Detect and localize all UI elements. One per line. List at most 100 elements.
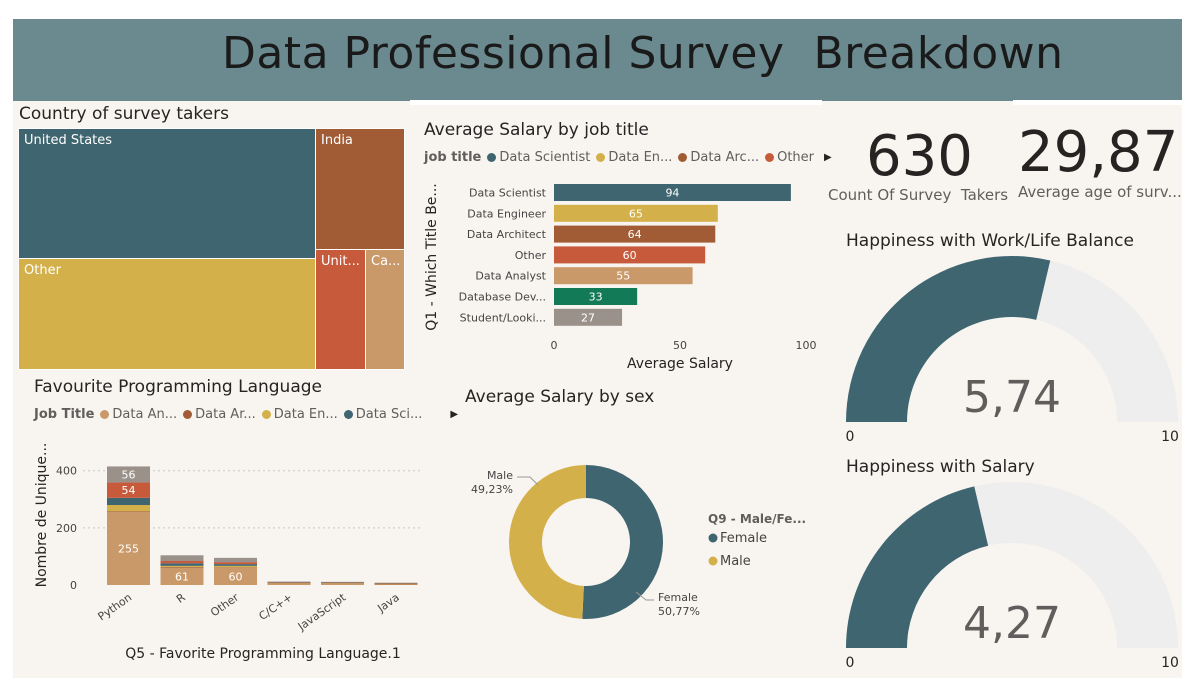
bar-data-label: 64 bbox=[628, 228, 642, 241]
gauge-value: 5,74 bbox=[963, 372, 1061, 423]
stack-segment bbox=[267, 581, 311, 583]
legend-item[interactable]: Data Arc... bbox=[678, 150, 759, 165]
bar-category-label: Student/Looki... bbox=[460, 311, 546, 324]
salary-job-legend: job title Data Scientist Data En... Data… bbox=[424, 150, 832, 165]
treemap-cell-india[interactable]: India bbox=[315, 128, 405, 250]
stack-segment bbox=[374, 583, 418, 584]
gauge-value: 4,27 bbox=[963, 598, 1061, 649]
gauge-fill bbox=[846, 486, 989, 648]
stack-segment bbox=[321, 583, 364, 585]
page-title: Data Professional Survey Breakdown bbox=[222, 28, 1064, 79]
bar-category-label: Data Analyst bbox=[475, 270, 546, 283]
gauge-min-label: 0 bbox=[846, 429, 855, 445]
bar-category-label: Data Scientist bbox=[469, 187, 547, 200]
gauge-max-label: 10 bbox=[1161, 655, 1179, 671]
treemap-cell-united-kingdom[interactable]: Unit... bbox=[315, 249, 366, 370]
x-tick-label: R bbox=[174, 591, 188, 606]
y-tick-label: 0 bbox=[70, 579, 77, 592]
treemap-cell-united-states[interactable]: United States bbox=[18, 128, 316, 259]
legend-item[interactable]: Data Scientist bbox=[487, 150, 590, 165]
stack-segment bbox=[214, 565, 257, 568]
y-axis-label: Q1 - Which Title Be... bbox=[424, 183, 440, 331]
language-chart: 0 200 400 255 54 56 Python 61 R 60 Other C/C++ JavaS… bbox=[34, 443, 420, 662]
stack-segment bbox=[160, 565, 204, 567]
legend-dot bbox=[708, 533, 718, 543]
stack-data-label: 54 bbox=[122, 484, 136, 497]
x-tick-label: 50 bbox=[673, 339, 687, 352]
legend-dot bbox=[487, 153, 497, 162]
stack-segment bbox=[160, 563, 204, 566]
gauge-min-label: 0 bbox=[846, 655, 855, 671]
header-banner bbox=[13, 19, 1182, 101]
y-tick-label: 200 bbox=[56, 522, 77, 535]
stack-segment bbox=[107, 505, 150, 512]
legend-item[interactable]: Data En... bbox=[596, 150, 672, 165]
bar-data-label: 94 bbox=[665, 187, 679, 200]
stack-data-label: 255 bbox=[118, 543, 139, 556]
legend-item[interactable]: Other bbox=[765, 150, 814, 165]
stack-segment bbox=[321, 582, 364, 584]
legend-item: Female bbox=[720, 531, 767, 546]
gauge-max-label: 10 bbox=[1161, 429, 1179, 445]
count-kpi-label: Count Of Survey Takers bbox=[828, 186, 1009, 204]
stack-segment bbox=[321, 582, 364, 583]
stack-segment bbox=[107, 512, 150, 585]
bar-category-label: Data Engineer bbox=[467, 207, 546, 220]
legend-next-icon[interactable]: ▶ bbox=[824, 152, 832, 163]
salary-job-chart-title: Average Salary by job title bbox=[424, 120, 649, 140]
bar-data-label: 33 bbox=[589, 291, 603, 304]
stack-segment bbox=[214, 567, 257, 568]
stack-data-label: 61 bbox=[175, 570, 189, 583]
donut-slice bbox=[509, 465, 586, 619]
bar bbox=[554, 225, 716, 243]
x-tick-label: Java bbox=[374, 591, 401, 616]
stack-segment bbox=[267, 582, 311, 583]
x-axis-label: Q5 - Favorite Programming Language.1 bbox=[125, 646, 401, 662]
legend-item[interactable]: Data Sci... bbox=[343, 407, 422, 422]
legend-dot bbox=[708, 556, 718, 566]
bar bbox=[554, 204, 718, 222]
salary-job-chart: Data Scientist 94 Data Engineer 65 Data Arch… bbox=[424, 183, 817, 372]
slice-label: Female bbox=[658, 591, 698, 604]
divider bbox=[410, 100, 822, 105]
language-legend: Job Title Data An... Data Ar... Data En.… bbox=[34, 407, 458, 422]
stack-segment bbox=[374, 583, 418, 585]
stack-segment bbox=[160, 555, 204, 561]
legend-dot bbox=[678, 153, 688, 162]
legend-dot bbox=[765, 153, 775, 162]
x-tick-label: 100 bbox=[796, 339, 817, 352]
bar-category-label: Other bbox=[515, 249, 547, 262]
legend-item[interactable]: Data An... bbox=[100, 407, 177, 422]
legend-item[interactable]: Data En... bbox=[261, 407, 338, 422]
treemap-cell-canada[interactable]: Ca... bbox=[365, 249, 405, 370]
bar-category-label: Data Architect bbox=[467, 228, 547, 241]
divider bbox=[1013, 100, 1182, 105]
count-kpi-value: 630 bbox=[866, 124, 973, 189]
bar-category-label: Database Dev... bbox=[459, 291, 546, 304]
salary-gauge-title: Happiness with Salary bbox=[846, 457, 1035, 477]
stack-segment bbox=[374, 583, 418, 585]
stack-segment bbox=[160, 567, 204, 585]
legend-item[interactable]: Data Ar... bbox=[183, 407, 256, 422]
legend-next-icon[interactable]: ▶ bbox=[450, 409, 459, 420]
treemap-title: Country of survey takers bbox=[19, 104, 229, 124]
x-axis-label: Average Salary bbox=[627, 356, 733, 372]
work-gauge: 5,74 0 10 bbox=[846, 256, 1179, 445]
stack-segment bbox=[267, 582, 311, 583]
treemap-cell-other[interactable]: Other bbox=[18, 258, 316, 370]
bar bbox=[554, 308, 623, 326]
stack-segment bbox=[160, 567, 204, 568]
stack-segment bbox=[160, 561, 204, 564]
age-kpi-label: Average age of surv... bbox=[1018, 183, 1182, 201]
x-tick-label: C/C++ bbox=[257, 591, 295, 623]
stack-segment bbox=[267, 583, 311, 584]
language-chart-title: Favourite Programming Language bbox=[34, 377, 322, 397]
stack-segment bbox=[321, 582, 364, 583]
legend-item: Male bbox=[720, 554, 751, 569]
stack-segment bbox=[321, 581, 364, 583]
stack-segment bbox=[214, 564, 257, 566]
bar bbox=[554, 184, 791, 201]
stack-segment bbox=[107, 497, 150, 505]
legend-dot bbox=[343, 410, 353, 419]
